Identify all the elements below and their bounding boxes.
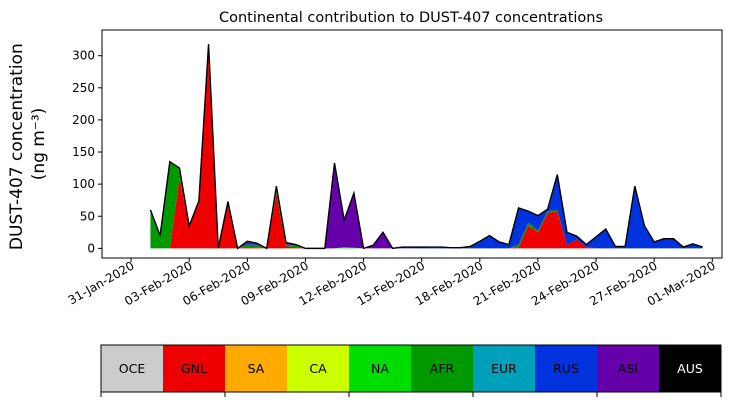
legend-label-ca: CA: [309, 361, 327, 376]
legend-label-sa: SA: [248, 361, 265, 376]
area-sa: [150, 46, 703, 249]
area-asi: [150, 44, 703, 249]
legend-swatch-eur: [473, 345, 536, 392]
area-na: [150, 46, 703, 249]
y-tick-label: 200: [72, 113, 95, 127]
legend-swatch-afr: [411, 345, 474, 392]
area-aus: [150, 44, 703, 249]
legend-swatch-rus: [535, 345, 598, 392]
legend-label-oce: OCE: [119, 361, 146, 376]
legend: OCE GNL SA CA NA AFR EUR RUS ASI AUS: [100, 344, 722, 397]
legend-swatch-aus: [659, 345, 722, 392]
y-axis-label-line2: (ng m⁻³): [29, 108, 49, 181]
legend-swatch-ca: [287, 345, 350, 392]
area-series-group: [149, 44, 703, 250]
y-tick-label: 100: [72, 177, 95, 191]
y-axis-label-line1: DUST-407 concentration: [7, 43, 27, 250]
legend-label-eur: EUR: [491, 361, 517, 376]
legend-swatch-oce: [101, 345, 164, 392]
area-rus: [150, 44, 703, 249]
y-tick-label: 150: [72, 145, 95, 159]
legend-label-aus: AUS: [677, 361, 703, 376]
area-ca: [150, 46, 703, 249]
chart-title: Continental contribution to DUST-407 con…: [219, 10, 603, 26]
y-axis-label: DUST-407 concentration (ng m⁻³): [7, 38, 49, 250]
x-axis: 31-Jan-202003-Feb-202006-Feb-202009-Feb-…: [66, 258, 718, 309]
legend-frame: [100, 344, 722, 393]
legend-label-asi: ASI: [618, 361, 638, 376]
legend-label-rus: RUS: [553, 361, 579, 376]
area-gnl: [150, 46, 703, 249]
legend-label-gnl: GNL: [181, 361, 207, 376]
legend-label-na: NA: [371, 361, 389, 376]
legend-swatch-gnl: [163, 345, 226, 392]
y-tick-label: 50: [80, 209, 95, 223]
total-outline: [149, 44, 703, 250]
y-tick-label: 250: [72, 81, 95, 95]
legend-swatch-asi: [597, 345, 660, 392]
area-eur: [150, 44, 703, 249]
plot-frame: [101, 29, 723, 259]
y-axis: 0 50 100 150 200 250 300: [72, 49, 102, 255]
legend-swatch-sa: [225, 345, 288, 392]
y-tick-label: 300: [72, 49, 95, 63]
legend-label-afr: AFR: [430, 361, 455, 376]
legend-swatch-na: [349, 345, 412, 392]
area-afr: [150, 44, 703, 249]
y-tick-label: 0: [87, 241, 95, 255]
